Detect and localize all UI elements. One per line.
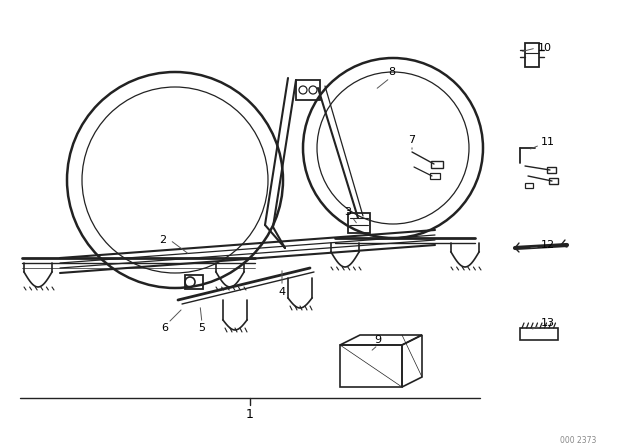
- Text: 000 2373: 000 2373: [560, 435, 596, 444]
- Text: 13: 13: [541, 318, 555, 328]
- Bar: [431, 161, 443, 168]
- Text: 6: 6: [161, 323, 168, 333]
- Bar: [430, 173, 440, 179]
- Bar: [525, 43, 539, 67]
- Bar: [348, 213, 370, 233]
- Bar: [547, 167, 556, 173]
- Text: 2: 2: [159, 235, 166, 245]
- Bar: [520, 328, 558, 340]
- Bar: [525, 183, 533, 188]
- Text: 5: 5: [198, 323, 205, 333]
- Text: 9: 9: [374, 335, 381, 345]
- Text: 12: 12: [541, 240, 555, 250]
- Text: 3: 3: [344, 207, 351, 217]
- Bar: [185, 275, 203, 289]
- Bar: [549, 178, 558, 184]
- Bar: [296, 80, 320, 100]
- Text: 4: 4: [278, 287, 285, 297]
- Text: 10: 10: [538, 43, 552, 53]
- Text: 7: 7: [408, 135, 415, 145]
- Text: 11: 11: [541, 137, 555, 147]
- Text: 1: 1: [246, 409, 254, 422]
- Text: 8: 8: [388, 67, 396, 77]
